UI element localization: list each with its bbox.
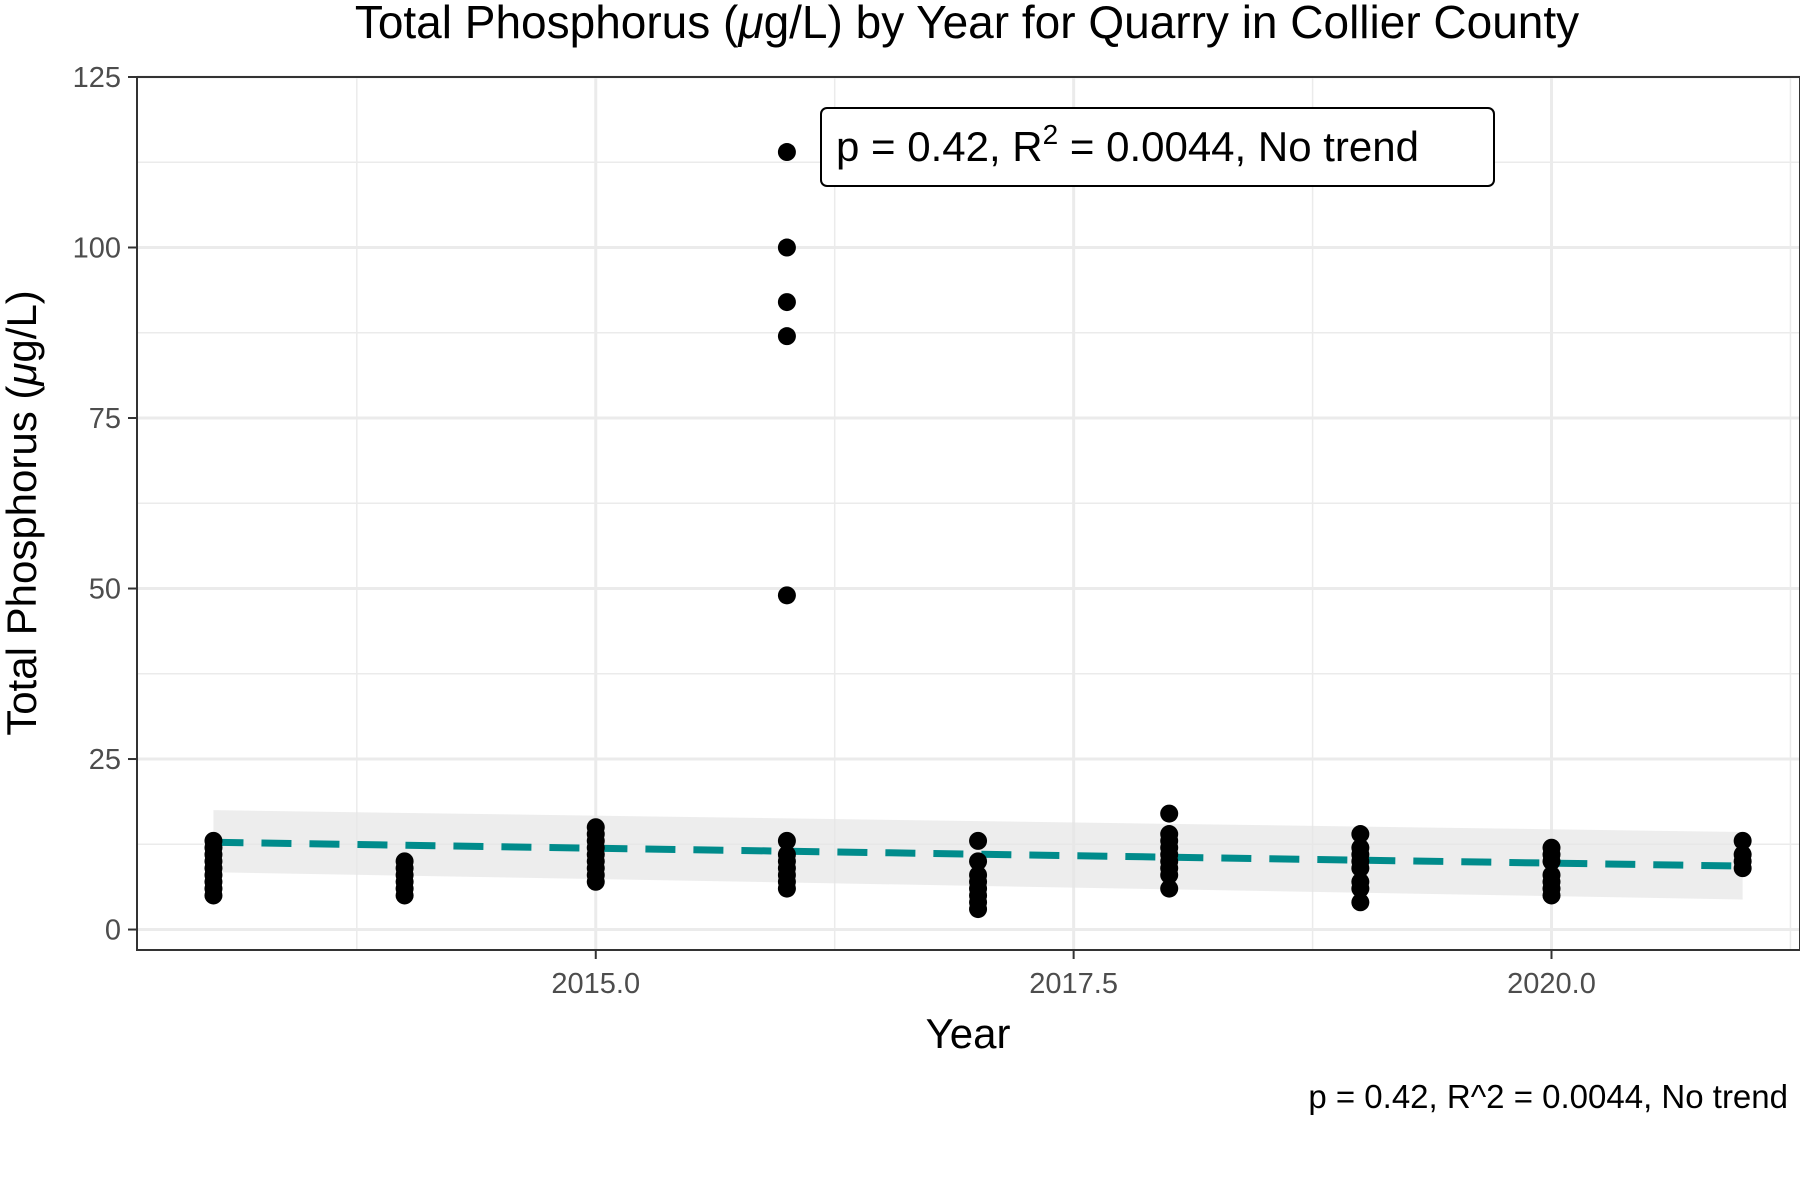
x-axis-title: Year	[926, 1010, 1011, 1057]
data-point	[969, 831, 988, 850]
y-tick-label: 50	[89, 574, 121, 606]
y-tick-label: 0	[105, 915, 121, 947]
chart-title: Total Phosphorus (μg/L) by Year for Quar…	[355, 0, 1579, 48]
trend-line-path	[213, 838, 1743, 870]
x-tick-label: 2015.0	[551, 968, 640, 1000]
trend-line	[213, 838, 1743, 870]
x-tick-label: 2017.5	[1029, 968, 1118, 1000]
x-axis-ticks: 2015.0 2017.5 2020.0	[551, 950, 1596, 1000]
data-point	[1351, 872, 1370, 891]
data-point	[777, 586, 796, 605]
data-points	[204, 143, 1752, 919]
data-point	[777, 293, 796, 312]
annotation-text: p = 0.42, R2 = 0.0044, No trend	[836, 119, 1419, 170]
data-point	[1160, 825, 1179, 844]
data-point	[1542, 865, 1561, 884]
data-point	[777, 238, 796, 257]
data-point	[586, 818, 605, 837]
plot-panel	[137, 77, 1800, 950]
data-point	[969, 865, 988, 884]
data-point	[1351, 893, 1370, 912]
data-point	[1351, 838, 1370, 857]
plot-panel-border	[136, 76, 1800, 951]
x-tick-label: 2020.0	[1507, 968, 1596, 1000]
data-point	[777, 143, 796, 162]
data-point	[1733, 831, 1752, 850]
data-point	[1160, 879, 1179, 898]
caption: p = 0.42, R^2 = 0.0044, No trend	[1308, 1078, 1788, 1115]
data-point	[1351, 825, 1370, 844]
data-point	[1542, 838, 1561, 857]
data-point	[395, 852, 414, 871]
y-tick-label: 25	[89, 744, 121, 776]
data-point	[777, 845, 796, 864]
data-point	[1160, 804, 1179, 823]
y-tick-label: 100	[73, 233, 121, 265]
y-tick-label: 75	[89, 403, 121, 435]
data-point	[204, 831, 223, 850]
annotation-box: p = 0.42, R2 = 0.0044, No trend	[820, 107, 1495, 187]
data-point	[777, 327, 796, 346]
y-axis-title: Total Phosphorus (μg/L)	[0, 290, 45, 736]
data-point	[1733, 845, 1752, 864]
grid-minor	[137, 77, 1800, 950]
y-tick-label: 125	[73, 62, 121, 94]
data-point	[777, 831, 796, 850]
y-axis-ticks: 0 25 50 75 100 125	[73, 62, 137, 947]
data-point	[969, 852, 988, 871]
